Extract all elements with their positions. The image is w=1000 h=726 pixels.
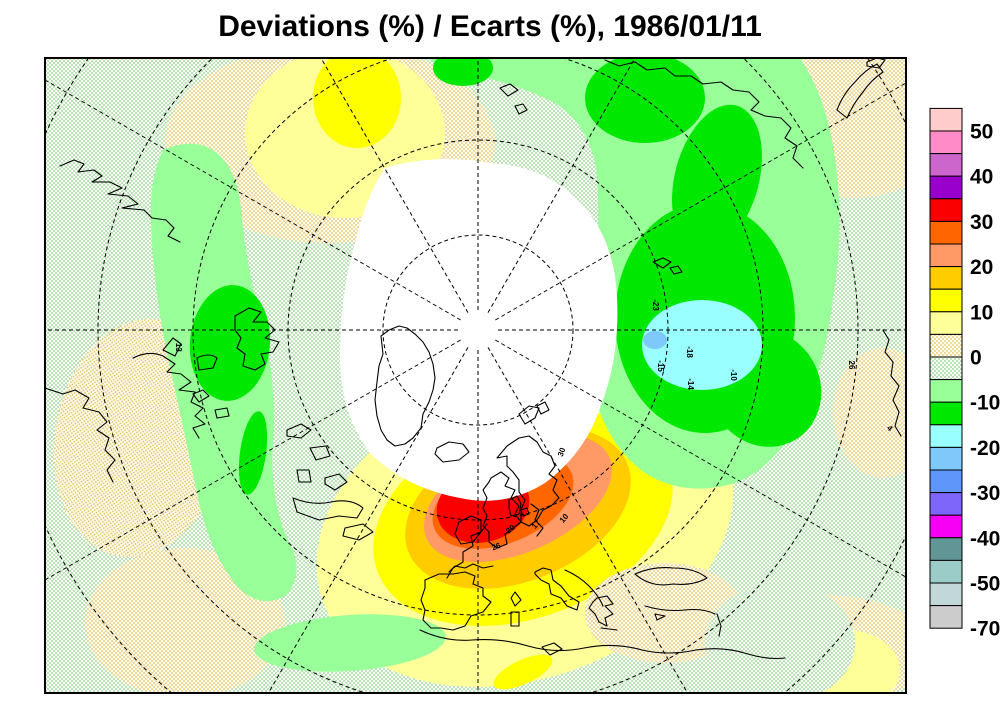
colorbar-swatch — [930, 199, 962, 222]
colorbar-swatch — [930, 154, 962, 177]
top-yellow-core — [313, 48, 401, 148]
contour-label: -13 — [174, 340, 183, 352]
colorbar-swatch — [930, 312, 962, 335]
colorbar-swatch — [930, 108, 962, 131]
colorbar-swatch — [930, 380, 962, 403]
colorbar-swatch — [930, 515, 962, 538]
colorbar-swatch — [930, 583, 962, 606]
contour-label: -15 — [656, 360, 665, 372]
colorbar-swatch — [930, 560, 962, 583]
colorbar-tick-label: 30 — [970, 211, 993, 234]
colorbar-tick-label: -20 — [970, 437, 1000, 460]
contour-label: -10 — [729, 369, 738, 381]
colorbar-swatch — [930, 425, 962, 448]
colorbar-swatch — [930, 176, 962, 199]
colorbar-swatch — [930, 221, 962, 244]
figure-title: Deviations (%) / Ecarts (%), 1986/01/11 — [218, 10, 762, 43]
colorbar-swatch — [930, 470, 962, 493]
colorbar-tick-label: 20 — [970, 256, 993, 279]
contour-label: -18 — [685, 346, 694, 358]
colorbar-swatch — [930, 493, 962, 516]
colorbar-tick-label: 10 — [970, 301, 993, 324]
contour-label: -23 — [651, 299, 660, 311]
colorbar-swatch — [930, 538, 962, 561]
colorbar-tick-label: -30 — [970, 482, 1000, 505]
colorbar-tick-label: 0 — [970, 347, 982, 370]
colorbar-tick-label: 50 — [970, 121, 993, 144]
colorbar-swatch — [930, 606, 962, 629]
colorbar-swatch — [930, 289, 962, 312]
colorbar-tick-label: 40 — [970, 166, 993, 189]
colorbar-swatch — [930, 267, 962, 290]
colorbar-swatch — [930, 402, 962, 425]
colorbar-tick-label: -50 — [970, 573, 1000, 596]
colorbar-swatch — [930, 447, 962, 470]
blue-negative-spot — [643, 331, 667, 349]
colorbar-swatch — [930, 334, 962, 357]
colorbar-tick-label: -10 — [970, 392, 1000, 415]
colorbar-tick-label: -40 — [970, 527, 1000, 550]
map-panel: -13-23-15-18-14-102626201710304 — [0, 0, 1000, 726]
deviation-map-figure: Deviations (%) / Ecarts (%), 1986/01/11 — [0, 0, 1000, 726]
colorbar-swatch — [930, 244, 962, 267]
colorbar-tick-label: -70 — [970, 618, 1000, 641]
contour-label: 26 — [847, 361, 856, 370]
contour-label: -14 — [686, 378, 695, 390]
colorbar-swatch — [930, 131, 962, 154]
top-green-small — [433, 50, 493, 86]
top-green-core — [585, 53, 705, 143]
colorbar-legend: 50 40 30 20 10 0 -10 -20 -30 -40 -50 -70 — [930, 108, 1000, 640]
colorbar-swatch — [930, 357, 962, 380]
